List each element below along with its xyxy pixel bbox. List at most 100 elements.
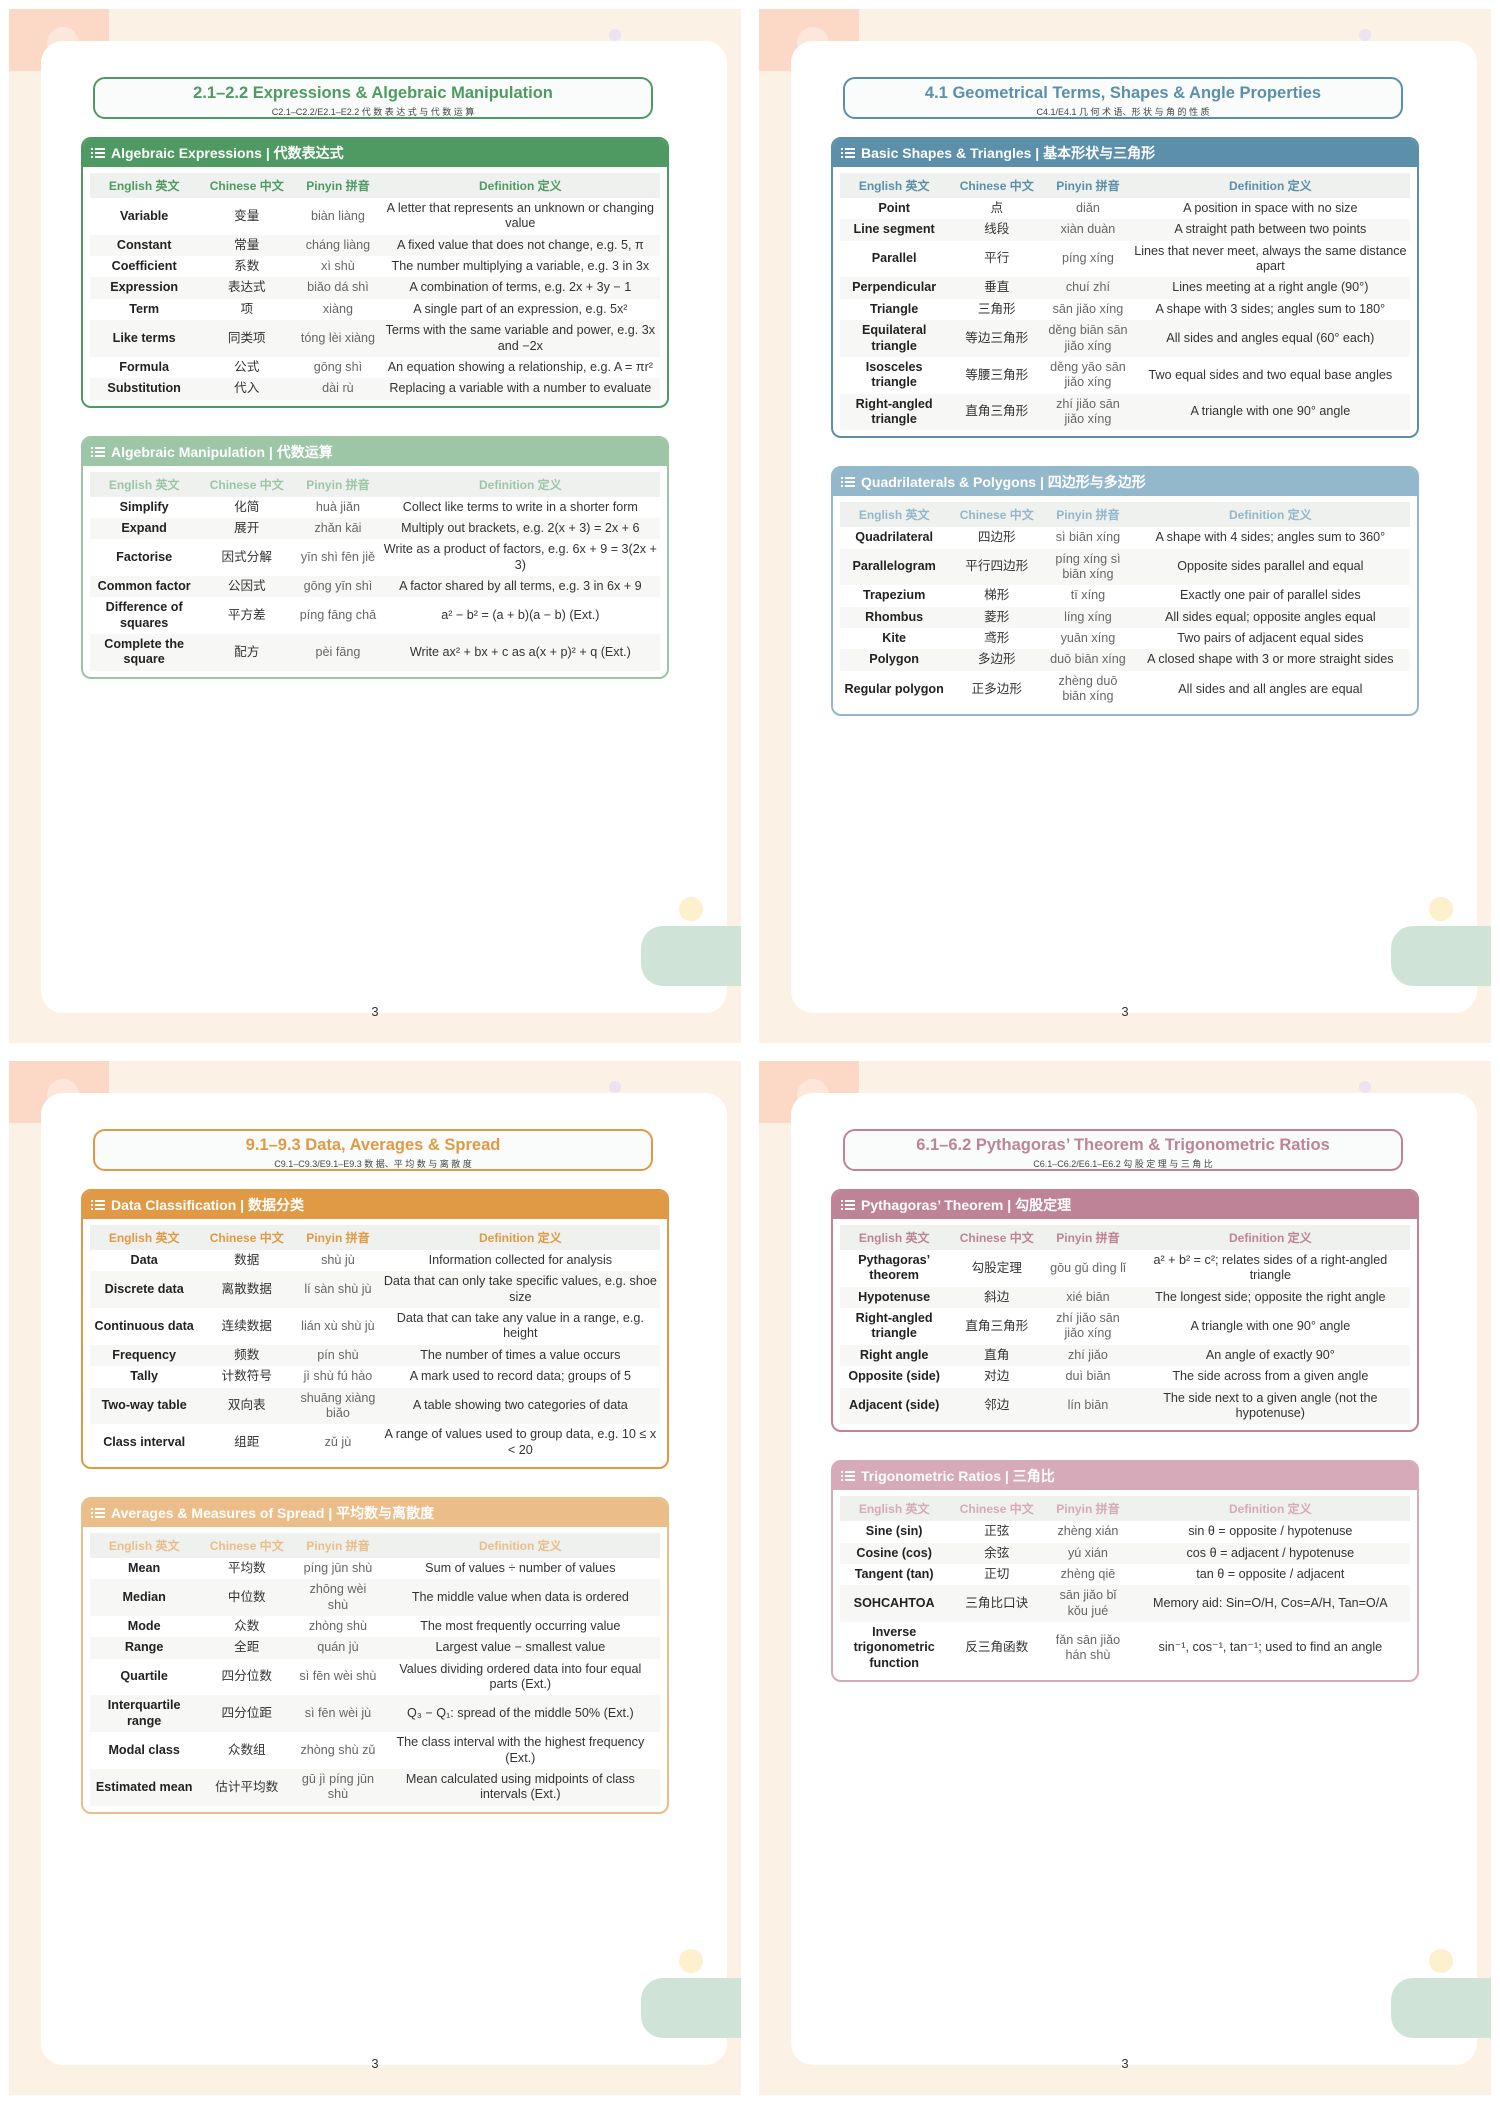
table-row: Data 数据 shù jù Information collected for an… (90, 1250, 660, 1271)
table-cell: 等腰三角形 (965, 367, 1029, 382)
table-cell: 对边 (984, 1369, 1010, 1384)
table-cell: tan θ = opposite / adjacent (1196, 1566, 1345, 1581)
column-header: Definition 定义 (1130, 502, 1410, 528)
table-cell: 变量 (234, 208, 260, 223)
table-cell: 直角三角形 (965, 1318, 1029, 1333)
table-row: Pythagoras’ theorem 勾股定理 gōu gǔ dìng lǐ a² … (840, 1250, 1410, 1287)
header-row: English 英文 Chinese 中文 Pinyin 拼音 Definition … (90, 1225, 660, 1250)
table-cell: Collect like terms to write in a shorter… (402, 499, 638, 514)
table-row: Expression 表达式 biǎo dá shì A combination of… (90, 277, 660, 299)
decoration (1391, 926, 1491, 986)
table-cell: 化简 (234, 499, 260, 514)
table-cell: 菱形 (948, 606, 1046, 629)
table-row: Line segment 线段 xiàn duàn A straight path b… (840, 219, 1410, 241)
table-row: Common factor 公因式 gōng yīn shì A factor sha… (90, 576, 660, 598)
column-header: Definition 定义 (380, 1532, 660, 1558)
table-cell: Expression (90, 277, 199, 299)
table-cell: Opposite sides parallel and equal (1130, 548, 1410, 586)
page: 2.1–2.2 Expressions & Algebraic Manipula… (9, 9, 741, 1043)
page-subtitle: C6.1–C6.2/E6.1–E6.2 勾 股 定 理 与 三 角 比 (1033, 1159, 1213, 1169)
vocab-table: English 英文 Chinese 中文 Pinyin 拼音 Definition … (90, 1532, 660, 1806)
table-cell: píng xíng (1062, 251, 1114, 266)
table-row: Complete the square 配方 pèi fāng Write ax² +… (90, 634, 660, 671)
table-cell: 平行四边形 (948, 548, 1046, 586)
header-row: English 英文 Chinese 中文 Pinyin 拼音 Definition … (90, 471, 660, 497)
table-row: Adjacent (side) 邻边 lín biān The side next t… (840, 1387, 1410, 1425)
section-heading: Averages & Measures of Spread | 平均数与离散度 (83, 1498, 667, 1527)
title-box: 9.1–9.3 Data, Averages & Spread C9.1–C9.3… (93, 1129, 653, 1171)
table-body: Variable 变量 biàn liàng A letter that repres… (90, 198, 660, 400)
table-cell: zhí jiǎo sān jiǎo xíng (1056, 1311, 1120, 1341)
table-row: Cosine (cos) 余弦 yú xián cos θ = adjacent / … (840, 1542, 1410, 1564)
table-cell: 四边形 (977, 530, 1016, 545)
table-body: Data 数据 shù jù Information collected for an… (90, 1250, 660, 1461)
table-cell: The side next to a given angle (not the … (1130, 1387, 1410, 1425)
table-cell: 连续数据 (221, 1318, 272, 1333)
table-cell: A mark used to record data; groups of 5 (409, 1369, 631, 1384)
table-body: Quadrilateral 四边形 sì biān xíng A shape with… (840, 527, 1410, 707)
table-row: Formula 公式 gōng shì An equation showing a r… (90, 357, 660, 378)
section-heading: Basic Shapes & Triangles | 基本形状与三角形 (833, 139, 1417, 167)
table-cell: Two-way table (90, 1387, 199, 1425)
page-number: 3 (371, 1004, 379, 1019)
table-cell: 三角比口诀 (948, 1585, 1046, 1623)
table-cell: sān jiǎo bǐ kǒu jué (1045, 1585, 1131, 1623)
table-cell: 斜边 (948, 1286, 1046, 1309)
table-cell: A position in space with no size (1183, 201, 1358, 215)
table-cell: sì fēn wèi shù (299, 1669, 377, 1684)
table-cell: A closed shape with 3 or more straight s… (1130, 649, 1410, 671)
vocab-table: English 英文 Chinese 中文 Pinyin 拼音 Definition … (90, 173, 660, 400)
table-cell: xiàng (322, 301, 353, 316)
page-title: 6.1–6.2 Pythagoras’ Theorem & Trigonomet… (916, 1136, 1330, 1154)
table-cell: Right-angled triangle (840, 393, 949, 431)
table-row: Coefficient 系数 xì shù The number multiplyin… (90, 256, 660, 277)
table-head: English 英文 Chinese 中文 Pinyin 拼音 Definition … (90, 1225, 660, 1250)
table-cell: All sides and angles equal (60° each) (1130, 320, 1410, 357)
table-cell: The longest side; opposite the right ang… (1130, 1286, 1410, 1309)
table-cell: Median (90, 1579, 199, 1617)
section-title: Pythagoras’ Theorem | 勾股定理 (861, 1197, 1072, 1213)
table-row: Triangle 三角形 sān jiǎo xíng A shape with 3 s… (840, 299, 1410, 320)
table-cell: Adjacent (side) (840, 1387, 949, 1425)
decoration (679, 1949, 703, 1973)
table-cell: A range of values used to group data, e.… (384, 1427, 657, 1457)
table-row: Range 全距 quán jù Largest value − smallest v… (90, 1637, 660, 1659)
table-cell: Cosine (cos) (840, 1542, 949, 1564)
section-title: Algebraic Expressions | 代数表达式 (111, 145, 344, 161)
table-cell: xiàn duàn (1045, 219, 1131, 241)
table-cell: 众数 (234, 1619, 260, 1634)
column-header: English 英文 (840, 1496, 949, 1522)
table-body: Mean 平均数 píng jūn shù Sum of values ÷ numbe… (90, 1558, 660, 1806)
table-cell: Estimated mean (90, 1768, 199, 1806)
column-header: Chinese 中文 (198, 1225, 296, 1250)
page: 6.1–6.2 Pythagoras’ Theorem & Trigonomet… (759, 1061, 1491, 2095)
table-head: English 英文 Chinese 中文 Pinyin 拼音 Definition … (90, 471, 660, 497)
table-row: Continuous data 连续数据 lián xù shù jù Data th… (90, 1308, 660, 1345)
table-row: Tally 计数符号 jì shù fú hào A mark used to rec… (90, 1366, 660, 1387)
table-cell: Formula (119, 359, 169, 374)
vocab-table: English 英文 Chinese 中文 Pinyin 拼音 Definition … (840, 1225, 1410, 1425)
table-cell: 正弦 (984, 1524, 1010, 1539)
table-row: Sine (sin) 正弦 zhèng xián sin θ = opposite /… (840, 1521, 1410, 1542)
table-cell: Multiply out brackets, e.g. 2(x + 3) = 2… (380, 517, 660, 540)
column-header: Pinyin 拼音 (1045, 1225, 1131, 1250)
decoration (1429, 897, 1453, 921)
table-cell: A straight path between two points (1130, 219, 1410, 241)
table-row: Frequency 频数 pín shù The number of times a … (90, 1344, 660, 1367)
table-cell: A factor shared by all terms, e.g. 3 in … (380, 576, 660, 598)
table-cell: 公因式 (198, 576, 296, 598)
table-cell: 同类项 (198, 320, 296, 357)
table-cell: The number multiplying a variable, e.g. … (391, 259, 650, 274)
table-cell: sin θ = opposite / hypotenuse (1188, 1524, 1353, 1539)
table-cell: xì shù (321, 259, 355, 274)
table-cell: Lines meeting at a right angle (90°) (1130, 277, 1410, 299)
table-cell: Simplify (119, 499, 169, 514)
table-cell: Data (130, 1253, 158, 1267)
table-cell: zhí jiǎo sān jiǎo xíng (1045, 393, 1131, 431)
section-title: Basic Shapes & Triangles | 基本形状与三角形 (861, 145, 1156, 161)
table-cell: Right angle (840, 1344, 949, 1367)
table-row: Interquartile range 四分位距 sì fēn wèi jù Q₃ −… (90, 1695, 660, 1733)
table-cell: shù jù (321, 1253, 355, 1267)
column-header: Definition 定义 (1130, 1225, 1410, 1250)
sections: Pythagoras’ Theorem | 勾股定理 English 英文 Chin… (831, 1189, 1419, 1710)
